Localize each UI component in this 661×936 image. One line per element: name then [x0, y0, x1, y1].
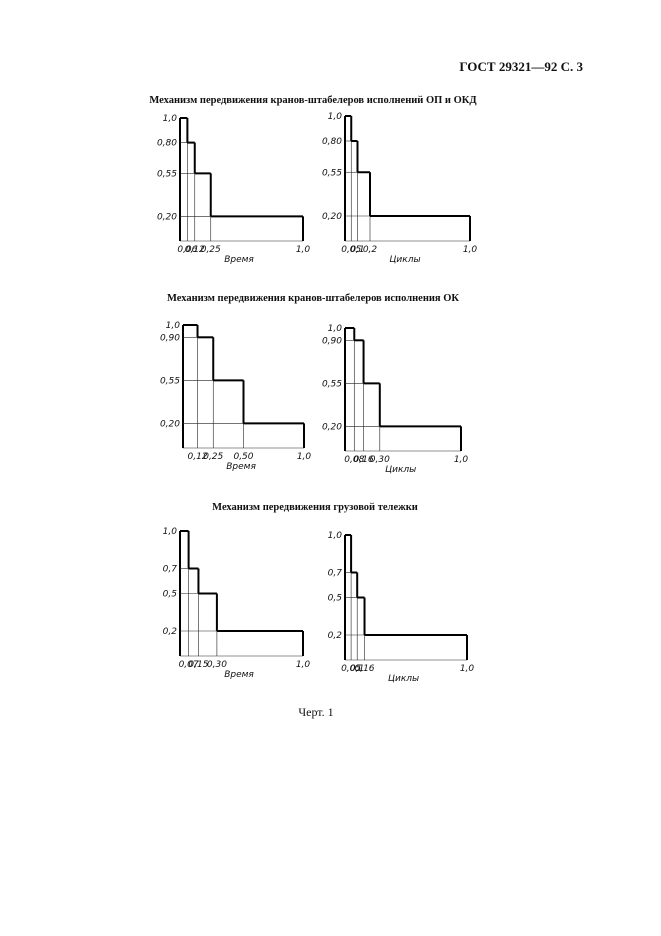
y-tick-label: 0,55: [322, 168, 342, 178]
x-tick-label: 0,05: [341, 664, 361, 674]
y-tick-label: 1,0: [328, 324, 343, 334]
x-tick-label: 0,2: [363, 245, 378, 255]
y-tick-label: 0,5: [328, 594, 343, 604]
x-tick-label: 1,0: [297, 452, 312, 462]
x-axis-label: Время: [224, 255, 254, 265]
y-tick-label: 0,90: [160, 333, 180, 343]
y-tick-label: 0,20: [157, 212, 177, 222]
x-tick-label: 0,15: [188, 660, 208, 670]
y-tick-label: 0,55: [160, 376, 180, 386]
x-axis-label: Циклы: [385, 465, 416, 475]
x-tick-label: 1,0: [463, 245, 478, 255]
x-tick-label: 0,25: [201, 245, 221, 255]
y-tick-label: 0,20: [322, 212, 342, 222]
x-tick-label: 1,0: [296, 660, 311, 670]
y-tick-label: 0,80: [157, 139, 177, 149]
x-tick-label: 0,30: [207, 660, 227, 670]
y-tick-label: 0,7: [163, 565, 178, 575]
section-title: Механизм передвижения кранов-штабелеров …: [167, 293, 459, 304]
charts: 1,00,800,550,200,060,120,25 1,0Время1,00,…: [157, 112, 477, 684]
header: ГОСТ 29321—92 С. 3: [459, 59, 583, 74]
y-tick-label: 0,7: [328, 569, 343, 579]
x-tick-label: 0,50: [233, 452, 253, 462]
caption: Черт. 1: [298, 705, 333, 719]
x-tick-label: 0,12: [187, 452, 207, 462]
x-tick-label: 0,08: [344, 455, 364, 465]
x-tick-label: 0,16: [354, 664, 374, 674]
x-tick-label: 0,16: [354, 455, 374, 465]
x-axis-label: Циклы: [389, 255, 420, 265]
x-tick-label: 1,0: [460, 664, 475, 674]
y-tick-label: 0,2: [163, 627, 178, 637]
y-tick-label: 0,5: [163, 590, 178, 600]
y-tick-label: 1,0: [163, 114, 178, 124]
x-axis-label: Циклы: [388, 674, 419, 684]
y-tick-label: 1,0: [328, 531, 343, 541]
y-tick-label: 0,2: [328, 631, 343, 641]
x-tick-label: 0,05: [341, 245, 361, 255]
x-tick-label: 1,0: [296, 245, 311, 255]
y-tick-label: 1,0: [166, 321, 181, 331]
x-tick-label: 0,30: [370, 455, 390, 465]
x-tick-label: 0,1: [350, 664, 364, 674]
x-tick-label: 0,07: [179, 660, 199, 670]
x-tick-label: 0,1: [350, 245, 364, 255]
y-tick-label: 0,55: [322, 379, 342, 389]
y-tick-label: 1,0: [163, 527, 178, 537]
y-tick-label: 1,0: [328, 112, 343, 122]
section-title: Механизм передвижения грузовой тележки: [212, 502, 418, 513]
x-axis-label: Время: [224, 670, 254, 680]
x-axis-label: Время: [226, 462, 256, 472]
y-tick-label: 0,55: [157, 169, 177, 179]
x-tick-label: 0,06: [177, 245, 197, 255]
x-tick-label: 0,25: [203, 452, 223, 462]
section-title: Механизм передвижения кранов-штабелеров …: [149, 95, 477, 106]
y-tick-label: 0,20: [160, 419, 180, 429]
x-tick-label: 1,0: [454, 455, 469, 465]
y-tick-label: 0,90: [322, 336, 342, 346]
x-tick-label: 0,12: [185, 245, 205, 255]
y-tick-label: 0,20: [322, 422, 342, 432]
y-tick-label: 0,80: [322, 137, 342, 147]
